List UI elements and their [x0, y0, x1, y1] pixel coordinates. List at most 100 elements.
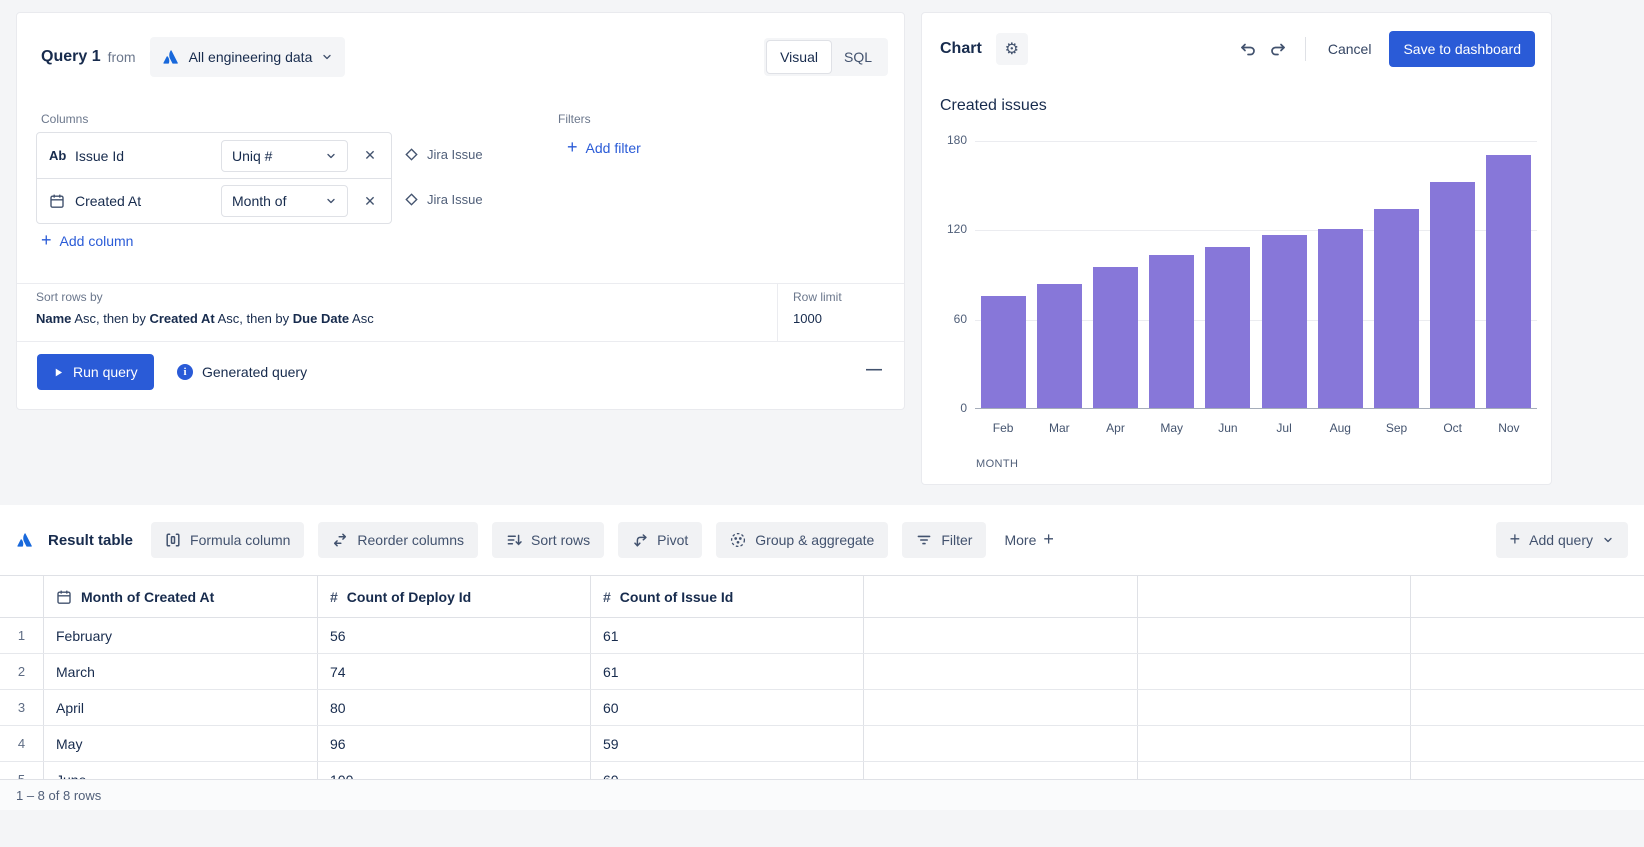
x-tick-label: Nov — [1498, 421, 1520, 435]
bar-Mar[interactable] — [1036, 284, 1082, 408]
data-source-label: All engineering data — [188, 49, 313, 65]
table-cell: 60 — [591, 762, 864, 779]
divider — [17, 341, 904, 342]
x-tick-label: Feb — [992, 421, 1014, 435]
hash-icon: # — [603, 588, 611, 605]
add-filter-label: Add filter — [585, 140, 641, 156]
aggregation-select[interactable]: Month of — [221, 185, 348, 217]
chevron-down-icon — [1602, 534, 1614, 546]
redo-button[interactable] — [1263, 34, 1293, 64]
column-source-tag: Jira Issue — [405, 177, 483, 222]
chart-settings-button[interactable]: ⚙ — [995, 33, 1028, 65]
column-header — [864, 576, 1138, 617]
table-cell — [864, 762, 1138, 779]
more-button[interactable]: More + — [1000, 529, 1057, 549]
pivot-button[interactable]: Pivot — [618, 522, 703, 558]
x-tick-label: Jun — [1218, 421, 1238, 435]
table-cell — [1138, 726, 1411, 761]
row-count-status: 1 – 8 of 8 rows — [16, 787, 102, 803]
group-aggregate-icon — [730, 532, 746, 548]
aggregation-select[interactable]: Uniq # — [221, 139, 348, 172]
cancel-button[interactable]: Cancel — [1318, 41, 1382, 57]
reorder-columns-button[interactable]: Reorder columns — [318, 522, 479, 558]
add-query-button[interactable]: + Add query — [1495, 522, 1628, 558]
query-panel: Query 1 from All engineering data Visual… — [16, 12, 905, 410]
table-cell — [864, 726, 1138, 761]
collapse-icon[interactable]: — — [866, 361, 882, 378]
pivot-label: Pivot — [657, 532, 689, 548]
row-number-header — [0, 576, 44, 617]
table-cell — [864, 654, 1138, 689]
sort-value[interactable]: Name Asc, then by Created At Asc, then b… — [36, 311, 374, 326]
x-tick-label: Apr — [1106, 421, 1125, 435]
undo-icon — [1238, 39, 1258, 59]
sql-mode-tab[interactable]: SQL — [831, 41, 885, 73]
x-tick-label: Mar — [1048, 421, 1070, 435]
column-header-label: Count of Deploy Id — [346, 588, 472, 605]
undo-button[interactable] — [1233, 34, 1263, 64]
table-cell — [1411, 690, 1644, 725]
table-cell: March — [44, 654, 318, 689]
play-icon — [53, 367, 64, 378]
run-query-button[interactable]: Run query — [37, 354, 154, 390]
save-to-dashboard-button[interactable]: Save to dashboard — [1389, 31, 1535, 67]
y-tick-label: 0 — [960, 401, 967, 415]
result-table: Month of Created At # Count of Deploy Id # C… — [0, 575, 1644, 779]
table-cell: 100 — [318, 762, 591, 779]
row-limit-label: Row limit — [793, 290, 842, 304]
bar-May[interactable] — [1149, 254, 1195, 408]
column-row-2: Created At Month of ✕ — [37, 178, 391, 223]
column-header[interactable]: Month of Created At — [44, 576, 318, 617]
column-source-label: Jira Issue — [427, 192, 483, 207]
gridline — [975, 319, 1537, 321]
pivot-icon — [632, 532, 648, 548]
hash-icon: # — [330, 588, 338, 605]
column-row-1: Ab Issue Id Uniq # ✕ — [37, 133, 391, 178]
atlassian-logo-icon — [16, 531, 34, 549]
bar-Feb[interactable] — [980, 296, 1026, 408]
x-tick-label: Jul — [1276, 421, 1292, 435]
table-cell — [1411, 618, 1644, 653]
group-aggregate-button[interactable]: Group & aggregate — [716, 522, 889, 558]
sort-rows-label: Sort rows by — [36, 290, 103, 304]
row-limit-value[interactable]: 1000 — [793, 311, 822, 326]
generated-query[interactable]: i Generated query — [177, 354, 307, 390]
result-section: Result table Formula column Reorder colum… — [0, 505, 1644, 779]
jira-issue-icon — [405, 148, 418, 161]
plus-icon: + — [1043, 529, 1054, 549]
filter-button[interactable]: Filter — [902, 522, 987, 558]
bar-Oct[interactable] — [1430, 181, 1476, 408]
column-name: Issue Id — [75, 147, 125, 164]
column-list: Ab Issue Id Uniq # ✕ Created At Month of ✕ — [36, 132, 392, 224]
table-cell — [864, 618, 1138, 653]
add-filter-button[interactable]: + Add filter — [567, 138, 641, 156]
x-tick-label: Oct — [1443, 421, 1463, 435]
table-cell — [1411, 726, 1644, 761]
x-axis-title: MONTH — [976, 458, 1019, 470]
bar-Jul[interactable] — [1261, 235, 1307, 408]
sort-rows-button[interactable]: Sort rows — [492, 522, 605, 558]
remove-column-button[interactable]: ✕ — [361, 193, 379, 210]
bar-Jun[interactable] — [1205, 247, 1251, 408]
status-bar: 1 – 8 of 8 rows — [0, 779, 1644, 810]
sort-rows-label: Sort rows — [531, 532, 591, 548]
row-number: 4 — [0, 726, 44, 761]
bar-Nov[interactable] — [1486, 154, 1532, 408]
bar-Apr[interactable] — [1093, 266, 1138, 408]
formula-column-button[interactable]: Formula column — [151, 522, 305, 558]
add-column-button[interactable]: + Add column — [41, 231, 133, 249]
table-row-5: 5June10060 — [0, 762, 1644, 779]
divider — [17, 283, 904, 284]
bar-Aug[interactable] — [1317, 229, 1363, 408]
table-cell — [1138, 654, 1411, 689]
result-toolbar: Result table Formula column Reorder colum… — [16, 522, 1628, 558]
remove-column-button[interactable]: ✕ — [361, 147, 379, 164]
column-header[interactable]: # Count of Issue Id — [591, 576, 864, 617]
table-cell: 61 — [591, 654, 864, 689]
data-source-dropdown[interactable]: All engineering data — [149, 37, 346, 77]
text-type-icon: Ab — [49, 148, 67, 163]
bar-Sep[interactable] — [1374, 208, 1419, 408]
visual-mode-tab[interactable]: Visual — [767, 41, 831, 73]
column-header[interactable]: # Count of Deploy Id — [318, 576, 591, 617]
table-cell — [1138, 762, 1411, 779]
